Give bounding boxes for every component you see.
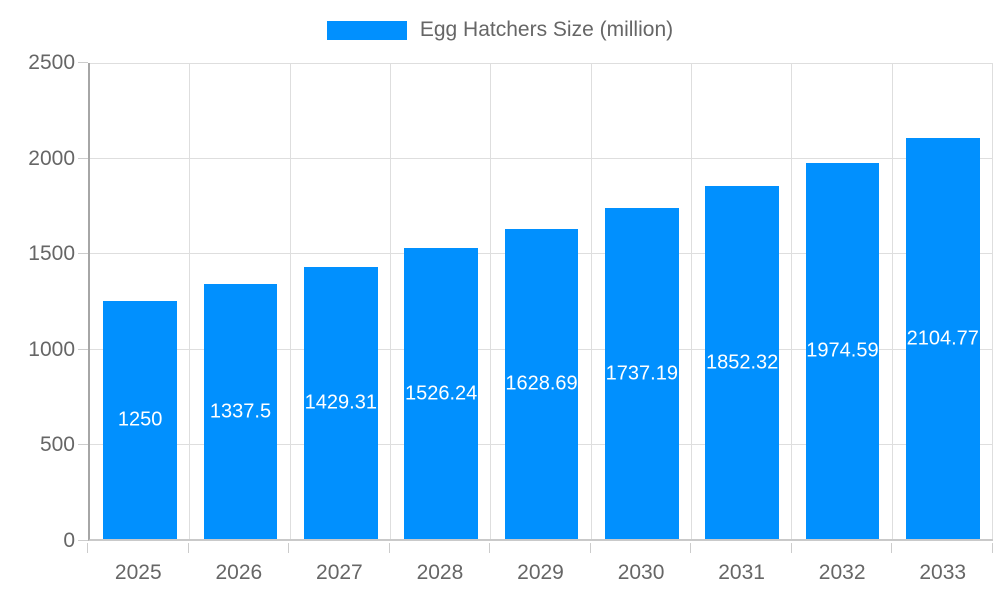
y-tick-label: 2500 bbox=[28, 51, 75, 74]
v-gridline bbox=[891, 63, 893, 539]
x-tick-label: 2033 bbox=[919, 561, 967, 584]
x-tick-label: 2026 bbox=[215, 561, 263, 584]
bar-value-label: 1429.31 bbox=[304, 391, 377, 414]
y-tick-label: 0 bbox=[63, 529, 75, 552]
x-axis-tick bbox=[992, 543, 993, 553]
x-axis-tick bbox=[288, 543, 290, 553]
v-gridline bbox=[590, 63, 592, 539]
bars-container: 1250 1337.5 1429.31 1526.24 1628.69 1737.19 18… bbox=[90, 63, 993, 539]
y-tick-label: 1500 bbox=[28, 242, 75, 266]
bar-value-label: 1337.5 bbox=[209, 400, 272, 423]
bar-2030[interactable]: 1737.19 bbox=[604, 208, 679, 539]
v-gridline bbox=[289, 63, 291, 539]
y-axis: 0 500 1000 1500 2000 2500 bbox=[0, 51, 88, 552]
bar-value-label: 1628.69 bbox=[505, 372, 578, 395]
x-axis-tick bbox=[87, 543, 88, 553]
x-axis-tick bbox=[790, 543, 792, 553]
y-tick-label: 1000 bbox=[28, 337, 75, 361]
x-tick-label: 2029 bbox=[517, 561, 564, 584]
y-axis-tick bbox=[78, 348, 88, 350]
x-tick-label: 2025 bbox=[114, 561, 162, 584]
x-axis-tick bbox=[489, 543, 491, 553]
legend-item[interactable]: Egg Hatchers Size (million) bbox=[326, 18, 674, 42]
y-axis-tick bbox=[78, 444, 88, 446]
x-tick-label: 2027 bbox=[316, 561, 363, 584]
bar-value-label: 1737.19 bbox=[605, 362, 678, 385]
bar-category-2032: 1974.59 bbox=[792, 63, 892, 539]
bar-2029[interactable]: 1628.69 bbox=[504, 228, 579, 539]
bar-value-label: 2104.77 bbox=[906, 327, 979, 350]
bar-value-label: 1974.59 bbox=[806, 339, 879, 362]
y-tick-label: 2000 bbox=[28, 146, 75, 170]
x-axis-tick bbox=[388, 543, 390, 553]
x-axis-tick bbox=[690, 543, 692, 553]
v-gridline bbox=[992, 63, 993, 539]
y-axis-tick bbox=[78, 157, 88, 159]
bar-2027[interactable]: 1429.31 bbox=[303, 266, 378, 539]
bar-value-label: 1526.24 bbox=[404, 382, 478, 405]
y-tick-label: 500 bbox=[39, 433, 75, 457]
plot-area: 1250 1337.5 1429.31 1526.24 1628.69 1737.19 18… bbox=[88, 63, 993, 541]
x-tick-label: 2032 bbox=[818, 561, 866, 584]
x-axis: 2025 2026 2027 2028 2029 2030 2031 2032 2033 bbox=[87, 543, 993, 600]
x-axis-tick bbox=[187, 543, 189, 553]
bar-category-2033: 2104.77 bbox=[893, 63, 993, 539]
v-gridline bbox=[490, 63, 492, 539]
bar-2031[interactable]: 1852.32 bbox=[705, 186, 780, 539]
bar-2025[interactable]: 1250 bbox=[103, 301, 178, 539]
bar-2028[interactable]: 1526.24 bbox=[404, 248, 479, 539]
x-tick-label: 2031 bbox=[718, 561, 765, 584]
bar-category-2026: 1337.5 bbox=[190, 63, 290, 539]
bar-2026[interactable]: 1337.5 bbox=[203, 284, 278, 539]
v-gridline bbox=[690, 63, 692, 539]
v-gridline bbox=[791, 63, 793, 539]
x-axis-tick bbox=[891, 543, 893, 553]
legend-label: Egg Hatchers Size (million) bbox=[419, 18, 674, 41]
x-tick-label: 2030 bbox=[617, 561, 665, 584]
x-axis-tick bbox=[589, 543, 591, 553]
v-gridline bbox=[389, 63, 391, 539]
v-gridline bbox=[189, 63, 191, 539]
bar-category-2030: 1737.19 bbox=[592, 63, 692, 539]
bar-2032[interactable]: 1974.59 bbox=[805, 163, 880, 539]
y-axis-tick bbox=[78, 540, 88, 541]
bar-value-label: 1250 bbox=[117, 408, 163, 431]
bar-category-2029: 1628.69 bbox=[491, 63, 591, 539]
bar-category-2028: 1526.24 bbox=[391, 63, 491, 539]
h-gridline bbox=[90, 63, 993, 64]
legend: Egg Hatchers Size (million) bbox=[0, 18, 1000, 42]
bar-category-2027: 1429.31 bbox=[291, 63, 391, 539]
x-tick-label: 2028 bbox=[416, 561, 464, 584]
bar-category-2031: 1852.32 bbox=[692, 63, 792, 539]
y-axis-tick bbox=[78, 253, 88, 255]
bar-2033[interactable]: 2104.77 bbox=[905, 138, 980, 539]
y-axis-tick bbox=[78, 62, 88, 63]
bar-category-2025: 1250 bbox=[90, 63, 190, 539]
h-gridline bbox=[90, 158, 993, 160]
bar-value-label: 1852.32 bbox=[705, 351, 779, 374]
legend-color-swatch bbox=[326, 20, 407, 40]
